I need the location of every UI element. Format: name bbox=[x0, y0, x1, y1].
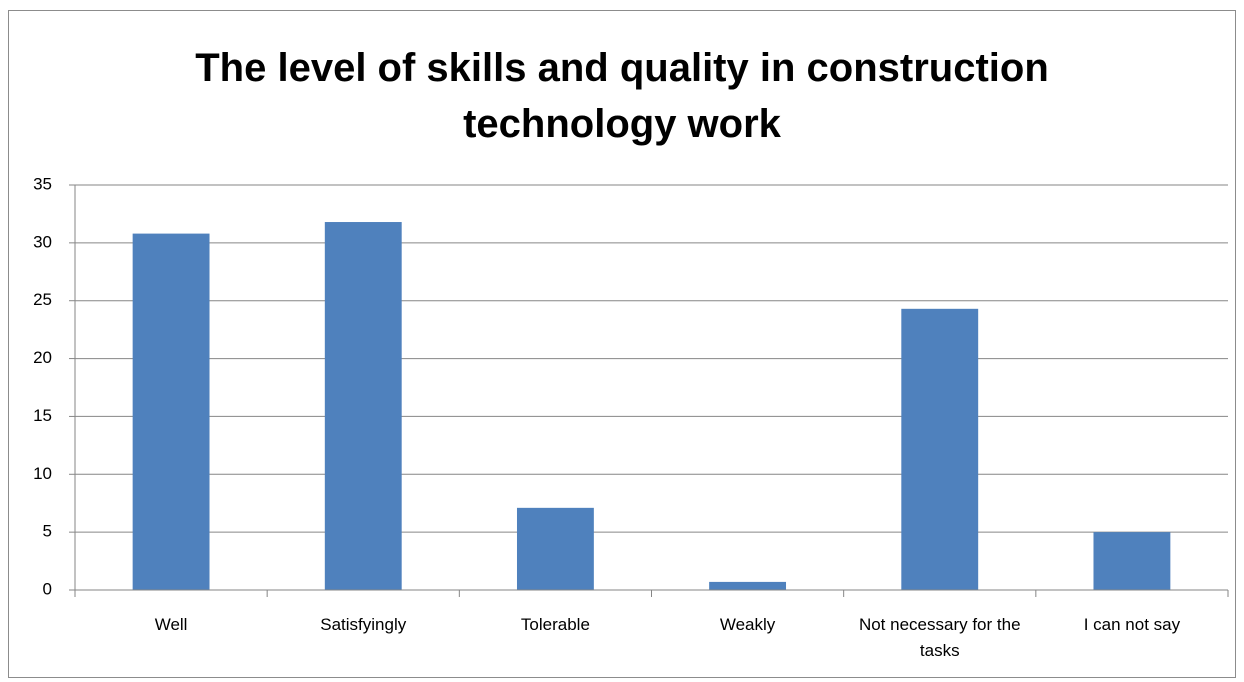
x-tick-label: Weakly bbox=[719, 615, 776, 634]
y-tick-label: 0 bbox=[43, 579, 52, 598]
bar bbox=[1093, 532, 1171, 590]
y-tick-label: 15 bbox=[33, 406, 52, 425]
x-tick-label: Not necessary for the tasks bbox=[858, 615, 1021, 660]
y-tick-label: 10 bbox=[33, 464, 52, 483]
y-tick-label: 5 bbox=[43, 522, 52, 541]
chart-frame bbox=[8, 10, 1236, 678]
y-tick-label: 25 bbox=[33, 290, 52, 309]
bar bbox=[709, 581, 787, 590]
y-tick-label: 35 bbox=[33, 174, 52, 193]
x-tick-label: Tolerable bbox=[520, 615, 590, 634]
chart-title: The level of skills and quality in const… bbox=[195, 46, 1049, 146]
bar bbox=[516, 507, 594, 590]
y-tick-label: 20 bbox=[33, 348, 52, 367]
x-tick-label: Well bbox=[154, 615, 188, 634]
bar bbox=[901, 308, 979, 590]
y-tick-label: 30 bbox=[33, 232, 52, 251]
bar bbox=[132, 233, 210, 590]
x-tick-label: Satisfyingly bbox=[320, 615, 407, 634]
x-tick-label: I can not say bbox=[1083, 615, 1181, 634]
bar bbox=[324, 222, 402, 590]
